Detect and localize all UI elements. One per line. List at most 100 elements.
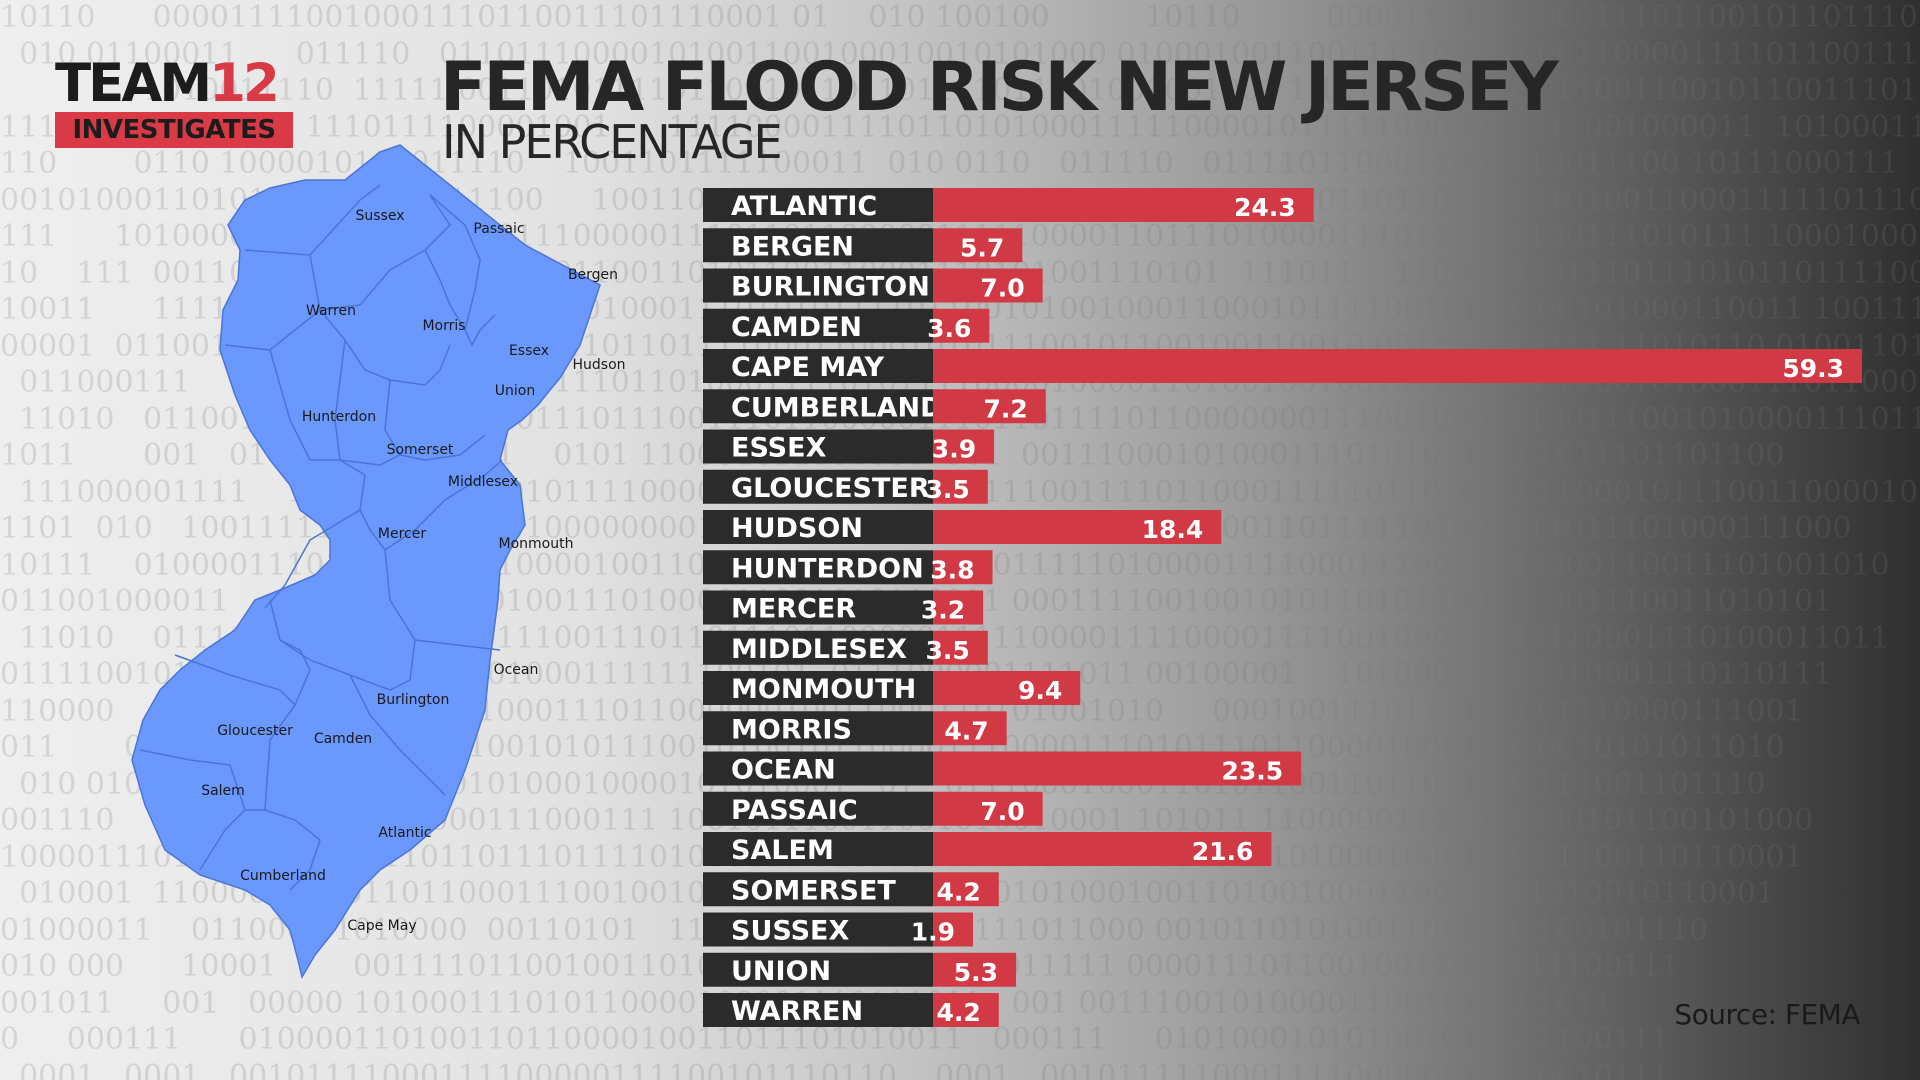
bar <box>933 429 995 464</box>
bar-value-label: 3.8 <box>930 555 974 584</box>
bar <box>933 590 984 625</box>
map-label-passaic: Passaic <box>473 221 524 237</box>
county-border <box>244 184 381 256</box>
category-label-box <box>703 711 933 746</box>
county-border <box>359 459 503 552</box>
bar-row: SALEM 21.6 <box>703 832 1272 866</box>
bar-row: BURLINGTON 7.0 <box>703 268 1043 303</box>
bar-value-label: 3.2 <box>921 596 965 625</box>
map-label-monmouth: Monmouth <box>499 536 574 552</box>
county-border <box>464 314 496 347</box>
map-label-cape-may: Cape May <box>347 918 416 934</box>
nj-state-shape <box>131 144 601 979</box>
bar-value-label: 7.0 <box>980 797 1024 826</box>
category-label-box <box>703 550 933 585</box>
bar-row: WARREN 4.2 <box>703 993 999 1027</box>
bar <box>933 832 1272 866</box>
bar-value-label: 7.0 <box>980 274 1024 303</box>
category-label: CAMDEN <box>731 312 862 343</box>
bar-value-label: 7.2 <box>983 394 1027 423</box>
category-label: OCEAN <box>731 755 836 786</box>
map-label-burlington: Burlington <box>377 692 450 708</box>
map-label-sussex: Sussex <box>356 208 405 224</box>
map-label-camden: Camden <box>314 731 372 747</box>
category-label-box <box>703 389 933 424</box>
bar <box>933 993 999 1027</box>
bar <box>933 872 999 907</box>
category-label-box <box>703 308 933 343</box>
category-label: CUMBERLAND <box>731 392 943 423</box>
category-label-box <box>703 791 933 826</box>
county-border <box>264 639 311 811</box>
bar <box>933 469 988 504</box>
logo-wordmark: TEAM12 <box>55 57 293 110</box>
bar-row: PASSAIC 7.0 <box>703 791 1043 826</box>
category-label: MERCER <box>731 594 856 625</box>
category-label: HUDSON <box>731 513 863 544</box>
bar-value-label: 4.7 <box>944 716 988 745</box>
bar <box>933 389 1046 424</box>
map-label-hudson: Hudson <box>572 357 625 373</box>
map-county-labels: Sussex Passaic Bergen Warren Morris Esse… <box>201 208 625 934</box>
bar-value-label: 5.3 <box>954 958 998 987</box>
bar-value-label: 4.2 <box>937 877 981 906</box>
map-label-atlantic: Atlantic <box>378 825 431 841</box>
bar <box>933 952 1017 987</box>
county-border <box>424 249 476 332</box>
category-label-box <box>703 630 933 665</box>
new-jersey-county-map: Sussex Passaic Bergen Warren Morris Esse… <box>131 144 626 979</box>
bar-row: CUMBERLAND 7.2 <box>703 389 1046 424</box>
map-label-somerset: Somerset <box>387 442 454 458</box>
bar-value-label: 4.2 <box>937 998 981 1027</box>
county-border <box>199 809 265 871</box>
category-label-box <box>703 872 933 907</box>
bar-value-label: 23.5 <box>1221 757 1283 786</box>
bar-value-label: 5.7 <box>960 233 1004 262</box>
chart-subtitle: IN PERCENTAGE <box>442 115 783 169</box>
map-label-union: Union <box>495 383 535 399</box>
map-label-essex: Essex <box>509 343 549 359</box>
map-label-ocean: Ocean <box>494 662 539 678</box>
bar-row: ESSEX 3.9 <box>703 429 995 464</box>
category-label: WARREN <box>731 996 863 1027</box>
map-label-warren: Warren <box>306 303 356 319</box>
bar-row: CAPE MAY 59.3 <box>703 349 1862 383</box>
category-label: HUNTERDON <box>731 553 924 584</box>
logo-number-text: 12 <box>209 53 280 114</box>
bar <box>933 912 973 947</box>
category-label: MONMOUTH <box>731 674 916 705</box>
bar <box>933 791 1043 826</box>
category-label-box <box>703 912 933 947</box>
bar <box>933 711 1007 746</box>
bar-value-label: 3.6 <box>927 314 971 343</box>
bar-value-label: 21.6 <box>1192 837 1254 866</box>
map-label-cumberland: Cumberland <box>240 868 326 884</box>
county-border <box>310 454 401 466</box>
source-note: Source: FEMA <box>1674 998 1860 1031</box>
category-label-box <box>703 228 933 263</box>
county-border <box>269 349 311 461</box>
map-label-hunterdon: Hunterdon <box>302 409 376 425</box>
bar-row: OCEAN 23.5 <box>703 751 1302 786</box>
county-border <box>384 379 486 461</box>
category-label-box <box>703 188 933 222</box>
bar-value-label: 3.5 <box>926 475 970 504</box>
bar-value-label: 3.5 <box>926 636 970 665</box>
category-label: GLOUCESTER <box>731 473 930 504</box>
category-label-box <box>703 429 933 464</box>
bar-row: BERGEN 5.7 <box>703 228 1023 263</box>
bar <box>933 550 993 585</box>
bar <box>933 349 1862 383</box>
bar-row: MERCER 3.2 <box>703 590 984 625</box>
category-label: BERGEN <box>731 231 854 262</box>
category-label-box <box>703 993 933 1027</box>
category-label: SUSSEX <box>731 916 849 947</box>
bar-value-label: 3.9 <box>932 435 976 464</box>
category-label: SOMERSET <box>731 875 896 906</box>
bar <box>933 510 1222 544</box>
category-label-box <box>703 751 933 786</box>
category-label-box <box>703 832 933 866</box>
category-label-box <box>703 268 933 303</box>
